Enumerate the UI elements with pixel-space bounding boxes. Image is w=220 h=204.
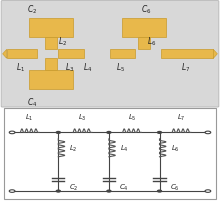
Circle shape bbox=[9, 131, 15, 134]
Text: $L_{1}$: $L_{1}$ bbox=[16, 61, 26, 73]
Bar bbox=[29, 19, 73, 38]
Bar bbox=[7, 50, 37, 59]
FancyArrow shape bbox=[213, 50, 217, 59]
Circle shape bbox=[158, 190, 161, 192]
Text: $C_{4}$: $C_{4}$ bbox=[119, 182, 129, 192]
Bar bbox=[161, 50, 213, 59]
Text: $L_{5}$: $L_{5}$ bbox=[128, 112, 136, 123]
FancyBboxPatch shape bbox=[1, 2, 219, 108]
Bar bbox=[138, 38, 150, 50]
Text: $C_{2}$: $C_{2}$ bbox=[27, 3, 37, 16]
Circle shape bbox=[107, 190, 111, 192]
Text: $L_{1}$: $L_{1}$ bbox=[26, 112, 34, 123]
Circle shape bbox=[205, 190, 211, 192]
Bar bbox=[45, 59, 57, 71]
Text: $C_{6}$: $C_{6}$ bbox=[170, 182, 180, 192]
Text: $L_{3}$: $L_{3}$ bbox=[78, 112, 87, 123]
Bar bbox=[45, 38, 57, 50]
Text: $L_{3}$: $L_{3}$ bbox=[65, 61, 74, 73]
Text: $L_{7}$: $L_{7}$ bbox=[181, 61, 191, 73]
Bar bbox=[110, 50, 135, 59]
FancyArrow shape bbox=[3, 50, 7, 59]
Text: $L_{2}$: $L_{2}$ bbox=[70, 143, 78, 153]
Bar bbox=[121, 19, 166, 38]
Text: $C_{2}$: $C_{2}$ bbox=[69, 182, 79, 192]
Text: $C_{6}$: $C_{6}$ bbox=[141, 3, 152, 16]
Text: $L_{2}$: $L_{2}$ bbox=[58, 36, 67, 48]
Bar bbox=[58, 50, 84, 59]
Text: $L_{4}$: $L_{4}$ bbox=[83, 61, 93, 73]
Text: $C_{4}$: $C_{4}$ bbox=[27, 96, 37, 108]
Circle shape bbox=[9, 190, 15, 192]
Circle shape bbox=[56, 190, 60, 192]
Text: $L_{6}$: $L_{6}$ bbox=[170, 143, 179, 153]
Text: $L_{4}$: $L_{4}$ bbox=[120, 143, 129, 153]
Bar bbox=[29, 71, 73, 90]
Circle shape bbox=[107, 132, 111, 134]
Circle shape bbox=[56, 132, 60, 134]
Text: $L_{5}$: $L_{5}$ bbox=[116, 61, 125, 73]
Text: $L_{6}$: $L_{6}$ bbox=[147, 36, 156, 48]
Text: $L_{7}$: $L_{7}$ bbox=[177, 112, 186, 123]
Circle shape bbox=[158, 132, 161, 134]
Circle shape bbox=[205, 131, 211, 134]
